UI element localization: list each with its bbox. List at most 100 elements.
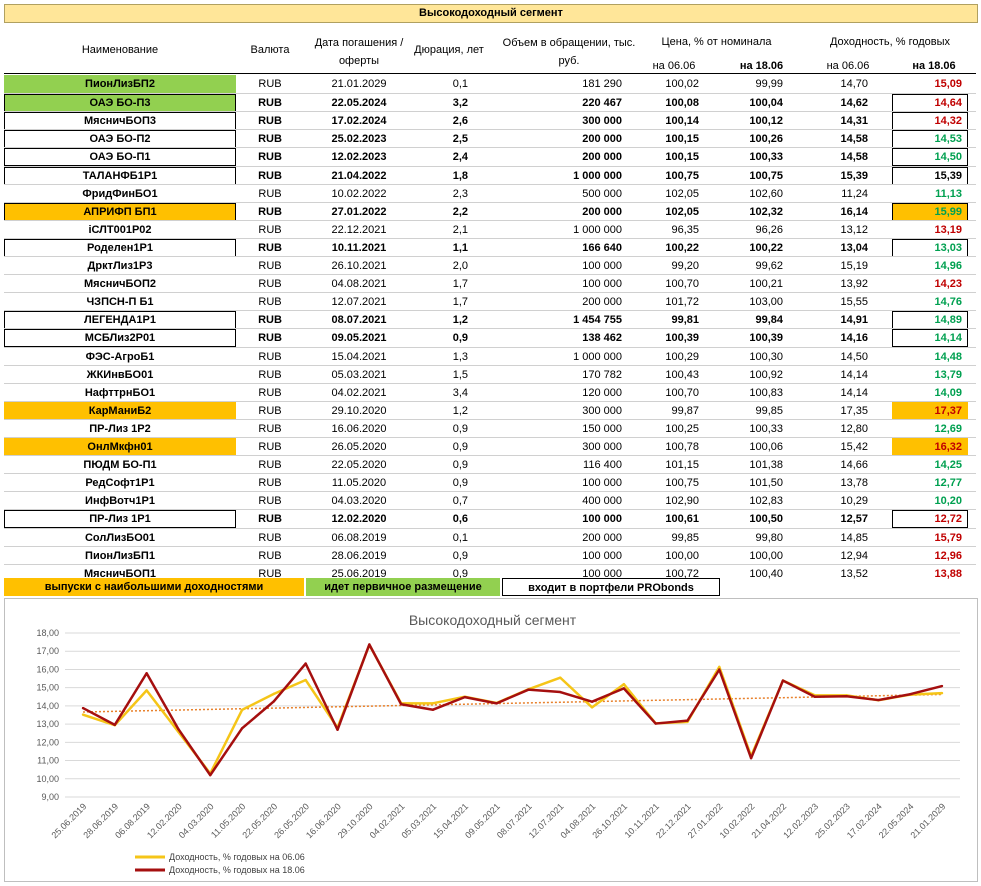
series-2-point <box>177 728 180 731</box>
row-duration: 2,2 <box>452 205 468 218</box>
row-price-06-06: 100,70 <box>665 386 699 399</box>
row-name: ТАЛАНФБ1Р1 <box>4 166 236 185</box>
row-duration: 1,5 <box>452 368 468 381</box>
series-1-point <box>81 713 85 716</box>
row-duration: 2,0 <box>452 260 468 272</box>
row-duration: 0,9 <box>452 441 468 453</box>
row-name: ФЭС-АгроБ1 <box>85 350 155 363</box>
row-yield-18-06: 17,37 <box>892 401 968 420</box>
y-tick-label: 14,00 <box>36 701 59 711</box>
row-name: МясничБОП1 <box>84 567 156 580</box>
row-yield-06-06: 12,94 <box>840 549 868 562</box>
row-volume: 116 400 <box>583 459 622 472</box>
row-name: ЧЗПСН-П Б1 <box>86 296 154 309</box>
table-row: МясничБОП1 RUB 25.06.2019 0,9 100 000 100,72 1… <box>4 563 976 583</box>
row-yield-06-06: 16,14 <box>840 205 868 218</box>
row-volume: 200 000 <box>582 133 622 146</box>
series-2-point <box>240 727 244 730</box>
row-duration: 1,2 <box>452 314 468 327</box>
row-yield-18-06: 14,32 <box>892 112 968 131</box>
row-price-06-06: 101,72 <box>665 296 699 309</box>
row-yield-06-06: 14,14 <box>840 386 868 399</box>
row-yield-06-06: 17,35 <box>840 404 868 417</box>
row-yield-06-06: 14,91 <box>840 314 868 327</box>
row-currency: RUB <box>258 422 282 435</box>
row-yield-18-06: 12,72 <box>892 510 968 529</box>
row-price-06-06: 100,25 <box>665 422 699 435</box>
row-yield-18-06: 15,39 <box>892 166 968 185</box>
row-maturity: 26.05.2020 <box>331 441 387 453</box>
row-yield-06-06: 13,12 <box>840 223 868 236</box>
row-volume: 200 000 <box>582 205 622 218</box>
row-duration: 2,4 <box>452 151 468 164</box>
row-yield-06-06: 13,04 <box>840 241 868 254</box>
y-tick-label: 18,00 <box>36 628 59 638</box>
row-maturity: 04.08.2021 <box>331 278 387 291</box>
y-tick-label: 16,00 <box>36 664 59 674</box>
row-price-18-06: 100,33 <box>749 422 783 435</box>
row-volume: 100 000 <box>582 260 622 272</box>
row-yield-06-06: 13,92 <box>840 278 868 291</box>
row-name: ПЮДМ БО-П1 <box>83 459 157 472</box>
row-name: ПР-Лиз 1Р2 <box>89 422 151 435</box>
row-currency: RUB <box>258 441 282 453</box>
table-row: МСБЛиз2Р01 RUB 09.05.2021 0,9 138 462 100,39 1… <box>4 328 976 348</box>
row-maturity: 25.06.2019 <box>331 567 387 580</box>
y-tick-label: 12,00 <box>36 737 59 747</box>
row-price-06-06: 100,29 <box>665 350 699 363</box>
table-row: ТАЛАНФБ1Р1 RUB 21.04.2022 1,8 1 000 000 100,7… <box>4 165 976 185</box>
row-price-06-06: 100,08 <box>665 97 699 110</box>
row-name: Роделен1Р1 <box>4 238 236 257</box>
row-volume: 170 782 <box>582 368 622 381</box>
series-1-point <box>940 691 944 695</box>
legend-label-1: Доходность, % годовых на 06.06 <box>169 852 305 862</box>
row-yield-18-06: 12,69 <box>934 422 962 435</box>
header-currency: Валюта <box>250 44 290 56</box>
series-2-point <box>495 702 498 705</box>
row-price-06-06: 100,02 <box>665 78 699 90</box>
row-price-06-06: 100,72 <box>665 567 699 580</box>
series-2-point <box>368 643 371 646</box>
row-price-18-06: 100,26 <box>749 133 783 146</box>
row-price-18-06: 100,06 <box>749 441 783 453</box>
row-yield-06-06: 14,70 <box>840 78 868 90</box>
row-price-18-06: 100,30 <box>749 350 783 363</box>
yield-chart: Высокодоходный сегмент 9,00 10,00 11,00 12,0… <box>4 598 978 882</box>
row-name: iСЛТ001Р02 <box>88 223 152 236</box>
series-2-point <box>527 688 530 691</box>
row-price-18-06: 99,99 <box>755 78 783 90</box>
row-price-06-06: 102,05 <box>665 205 699 218</box>
row-volume: 300 000 <box>582 441 622 453</box>
row-yield-18-06: 13,88 <box>934 567 962 580</box>
header-price: Цена, % от номинала <box>661 36 772 48</box>
row-currency: RUB <box>258 549 282 562</box>
row-duration: 2,5 <box>452 133 468 146</box>
row-yield-06-06: 15,55 <box>840 296 868 309</box>
row-duration: 2,1 <box>452 223 468 236</box>
row-duration: 1,2 <box>452 404 468 417</box>
header-yield: Доходность, % годовых <box>829 36 951 48</box>
row-maturity: 12.02.2020 <box>331 513 387 526</box>
row-volume: 300 000 <box>582 115 622 128</box>
row-duration: 2,6 <box>452 115 468 128</box>
row-currency: RUB <box>258 151 282 164</box>
row-maturity: 28.06.2019 <box>331 549 387 562</box>
row-name: ОАЭ БО-П1 <box>4 148 236 167</box>
table-row: ПЮДМ БО-П1 RUB 22.05.2020 0,9 116 400 101,15 1… <box>4 455 976 474</box>
row-yield-06-06: 14,50 <box>840 350 868 363</box>
row-price-06-06: 101,15 <box>665 459 699 472</box>
row-yield-18-06: 13,03 <box>892 238 968 257</box>
table-row: МясничБОП3 RUB 17.02.2024 2,6 300 000 100,14 1… <box>4 111 976 131</box>
row-price-18-06: 100,33 <box>749 151 783 164</box>
row-name: АПРИФП БП1 <box>4 202 236 221</box>
row-price-18-06: 100,21 <box>749 278 783 291</box>
series-2-point <box>686 719 689 722</box>
row-yield-18-06: 16,32 <box>892 438 968 456</box>
row-currency: RUB <box>258 459 282 472</box>
row-price-18-06: 102,32 <box>749 205 783 218</box>
row-maturity: 09.05.2021 <box>331 332 387 345</box>
row-maturity: 12.02.2023 <box>331 151 387 164</box>
row-currency: RUB <box>258 296 282 309</box>
table-row: ДрктЛиз1Р3 RUB 26.10.2021 2,0 100 000 99,20 99… <box>4 256 976 275</box>
row-name: ОАЭ БО-П2 <box>4 130 236 149</box>
